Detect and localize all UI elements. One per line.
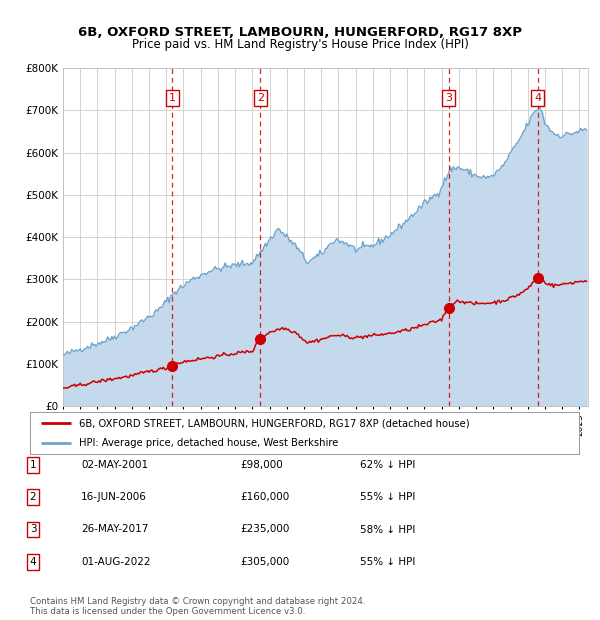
Text: 55% ↓ HPI: 55% ↓ HPI xyxy=(360,557,415,567)
Text: 26-MAY-2017: 26-MAY-2017 xyxy=(81,525,148,534)
Text: HPI: Average price, detached house, West Berkshire: HPI: Average price, detached house, West… xyxy=(79,438,339,448)
Text: 3: 3 xyxy=(29,525,37,534)
Text: 6B, OXFORD STREET, LAMBOURN, HUNGERFORD, RG17 8XP (detached house): 6B, OXFORD STREET, LAMBOURN, HUNGERFORD,… xyxy=(79,418,470,428)
Text: Price paid vs. HM Land Registry's House Price Index (HPI): Price paid vs. HM Land Registry's House … xyxy=(131,38,469,51)
Text: 1: 1 xyxy=(29,460,37,470)
Text: 58% ↓ HPI: 58% ↓ HPI xyxy=(360,525,415,534)
Text: 6B, OXFORD STREET, LAMBOURN, HUNGERFORD, RG17 8XP: 6B, OXFORD STREET, LAMBOURN, HUNGERFORD,… xyxy=(78,26,522,38)
Text: £305,000: £305,000 xyxy=(240,557,289,567)
Text: 2: 2 xyxy=(257,93,264,103)
Text: £235,000: £235,000 xyxy=(240,525,289,534)
Text: 02-MAY-2001: 02-MAY-2001 xyxy=(81,460,148,470)
Text: 4: 4 xyxy=(534,93,541,103)
Text: 01-AUG-2022: 01-AUG-2022 xyxy=(81,557,151,567)
Text: 16-JUN-2006: 16-JUN-2006 xyxy=(81,492,147,502)
Text: 2: 2 xyxy=(29,492,37,502)
Text: 3: 3 xyxy=(445,93,452,103)
Text: 55% ↓ HPI: 55% ↓ HPI xyxy=(360,492,415,502)
Text: This data is licensed under the Open Government Licence v3.0.: This data is licensed under the Open Gov… xyxy=(30,608,305,616)
Text: 62% ↓ HPI: 62% ↓ HPI xyxy=(360,460,415,470)
Text: £160,000: £160,000 xyxy=(240,492,289,502)
Text: 4: 4 xyxy=(29,557,37,567)
Text: Contains HM Land Registry data © Crown copyright and database right 2024.: Contains HM Land Registry data © Crown c… xyxy=(30,597,365,606)
Text: £98,000: £98,000 xyxy=(240,460,283,470)
Text: 1: 1 xyxy=(169,93,176,103)
